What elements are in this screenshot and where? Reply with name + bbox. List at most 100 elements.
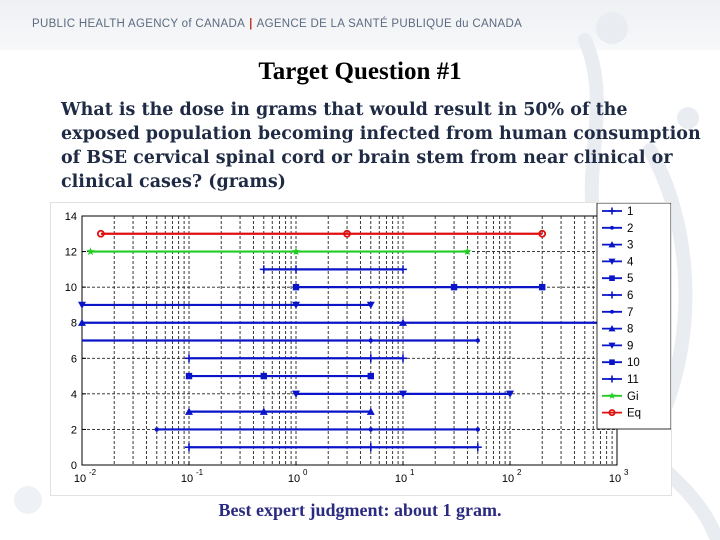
- legend-item: 2: [602, 223, 633, 235]
- x-tick-label: 10: [74, 473, 86, 485]
- legend: 1 2 3 4 5 6 7 8 9 10 11 Gi Eq: [596, 202, 672, 430]
- legend-label: 4: [627, 256, 634, 268]
- y-tick-label: 8: [71, 318, 77, 330]
- dose-response-chart: 0246810121410-210-1100101102103123456789…: [65, 202, 672, 485]
- marker-triangle-down: [78, 301, 86, 309]
- x-tick-label: 10: [609, 473, 621, 485]
- series-6: [185, 354, 407, 363]
- agency-separator: |: [249, 18, 253, 30]
- marker-square: [185, 372, 193, 380]
- series-3: [185, 407, 375, 415]
- marker-square: [367, 372, 374, 380]
- marker-triangle-up: [608, 241, 616, 248]
- y-tick-label: 2: [71, 424, 77, 436]
- legend-label: 10: [627, 357, 640, 369]
- series-gi: [86, 247, 472, 256]
- marker-square: [450, 283, 458, 291]
- y-tick-label: 14: [65, 211, 77, 223]
- chart-container: 0 2 4 6 8 10 12 14 10 -2 10 -1 10 0 10 1 10 2 10 3 1 2 3 4 5 6 7 8 9…: [50, 202, 672, 496]
- marker-plus: [608, 291, 616, 299]
- legend-item: Eq: [602, 408, 641, 420]
- legend-label: 1: [627, 206, 633, 218]
- marker-circle: [608, 409, 616, 417]
- legend-item: 11: [602, 374, 639, 386]
- marker-square: [609, 359, 615, 365]
- legend-label: 9: [627, 340, 633, 352]
- series-7: [82, 338, 480, 343]
- marker-plus: [366, 354, 375, 363]
- legend-label: 2: [627, 223, 633, 235]
- marker-square: [539, 283, 546, 291]
- y-tick-label: 0: [71, 460, 77, 472]
- conclusion-text: Best expert judgment: about 1 gram.: [218, 500, 502, 520]
- marker-plus: [608, 375, 616, 383]
- legend-label: Eq: [627, 408, 641, 420]
- marker-triangle-down: [506, 390, 514, 398]
- marker-triangle-down: [608, 342, 616, 349]
- x-tick-label: 10: [181, 473, 193, 485]
- marker-plus: [292, 265, 300, 274]
- legend-item: 5: [602, 273, 633, 285]
- marker-triangle-up: [259, 407, 268, 415]
- agency-name-fr: AGENCE DE LA SANTÉ PUBLIQUE du CANADA: [256, 18, 523, 30]
- marker-circle: [538, 229, 547, 238]
- marker-plus: [473, 443, 482, 452]
- marker-triangle-up: [78, 318, 86, 326]
- marker-dot: [368, 427, 373, 432]
- legend-label: 11: [627, 374, 639, 386]
- marker-square: [609, 275, 615, 281]
- marker-triangle-down: [292, 301, 300, 309]
- marker-square: [260, 372, 267, 380]
- marker-plus: [399, 265, 407, 274]
- x-tick-exponent: 1: [410, 468, 415, 477]
- marker-triangle-up: [366, 407, 375, 415]
- legend-label: 7: [627, 307, 633, 319]
- marker-plus: [608, 207, 616, 215]
- x-tick-exponent: -2: [89, 468, 97, 477]
- legend-label: 8: [627, 324, 633, 336]
- y-tick-label: 4: [71, 389, 77, 401]
- series-2: [154, 427, 480, 432]
- legend-label: Gi: [627, 391, 639, 403]
- legend-item: 8: [602, 324, 633, 336]
- marker-triangle-down: [608, 258, 616, 265]
- marker-triangle-up: [608, 325, 616, 332]
- legend-item: 9: [602, 340, 633, 352]
- series-eq: [96, 229, 547, 238]
- marker-circle: [343, 229, 351, 238]
- x-tick-exponent: 0: [303, 468, 308, 477]
- legend-label: 5: [627, 273, 633, 285]
- marker-dot: [368, 338, 373, 343]
- legend-label: 6: [627, 290, 633, 302]
- series-9: [78, 301, 375, 309]
- marker-plus: [259, 265, 268, 274]
- y-tick-label: 6: [71, 353, 77, 365]
- legend-box: [596, 202, 672, 430]
- marker-plus: [185, 443, 193, 452]
- marker-circle: [96, 229, 105, 238]
- marker-square: [292, 283, 300, 291]
- y-tick-label: 12: [65, 247, 77, 259]
- y-tick-label: 10: [65, 282, 77, 294]
- question-text: What is the dose in grams that would res…: [61, 100, 701, 192]
- series-4: [292, 390, 514, 398]
- marker-plus: [366, 443, 375, 452]
- series-11: [259, 265, 407, 274]
- agency-name-en: PUBLIC HEALTH AGENCY of CANADA: [32, 18, 246, 30]
- marker-triangle-down: [366, 301, 375, 309]
- legend-label: 3: [627, 240, 633, 252]
- marker-star: [291, 247, 301, 256]
- legend-item: 6: [602, 290, 633, 302]
- legend-item: 7: [602, 307, 633, 319]
- marker-star: [86, 247, 95, 256]
- legend-item: 4: [602, 256, 634, 268]
- x-tick-label: 10: [395, 473, 407, 485]
- x-tick-label: 10: [288, 473, 300, 485]
- slide-title: Target Question #1: [258, 58, 462, 85]
- marker-star: [608, 392, 616, 399]
- marker-dot: [610, 225, 614, 230]
- x-tick-exponent: 2: [517, 468, 522, 477]
- marker-plus: [399, 354, 407, 363]
- marker-dot: [475, 427, 480, 432]
- x-tick-label: 10: [502, 473, 514, 485]
